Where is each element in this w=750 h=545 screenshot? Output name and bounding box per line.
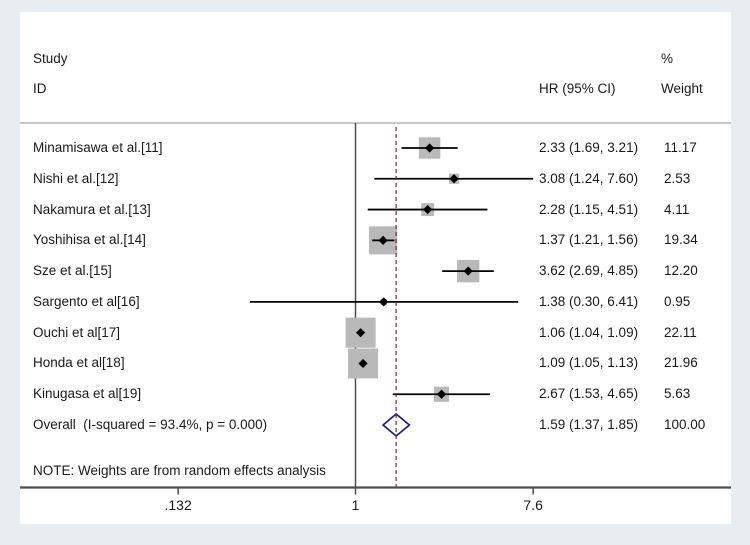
header-study: Study	[33, 51, 68, 66]
point-estimate-marker	[436, 389, 447, 399]
point-estimate-marker	[449, 174, 459, 184]
note-text: NOTE: Weights are from random effects an…	[33, 463, 326, 478]
overall-label: Overall (I-squared = 93.4%, p = 0.000)	[33, 417, 268, 432]
study-weight: 0.95	[664, 293, 691, 309]
point-estimate-marker	[463, 266, 473, 276]
study-hr-ci: 3.08 (1.24, 7.60)	[539, 170, 639, 186]
study-label: Honda et al[18]	[33, 355, 125, 371]
study-weight: 5.63	[664, 386, 691, 402]
study-label: Sargento et al[16]	[33, 293, 140, 309]
x-tick-label: 1	[351, 497, 360, 513]
study-weight: 22.11	[664, 324, 697, 340]
study-hr-ci: 1.06 (1.04, 1.09)	[539, 324, 639, 340]
study-weight: 11.17	[664, 140, 697, 155]
study-weight: 2.53	[664, 170, 691, 186]
study-label: Nakamura et al.[13]	[33, 201, 151, 217]
study-label: Sze et al.[15]	[33, 263, 112, 279]
x-tick-label: .132	[164, 497, 192, 513]
study-weight: 12.20	[664, 263, 698, 279]
header-effect: HR (95% CI)	[539, 81, 616, 96]
study-weight: 4.11	[664, 201, 690, 217]
study-label: Kinugasa et al[19]	[33, 386, 142, 402]
header-weight: Weight	[661, 81, 703, 96]
point-estimate-marker	[423, 204, 433, 215]
study-hr-ci: 1.09 (1.05, 1.13)	[539, 355, 639, 371]
point-estimate-marker	[378, 235, 388, 245]
study-weight: 19.34	[664, 232, 698, 248]
point-estimate-marker	[379, 297, 389, 307]
header-id: ID	[33, 81, 47, 96]
plot-panel	[20, 12, 731, 524]
overall-weight: 100.00	[664, 417, 706, 432]
point-estimate-marker	[358, 358, 368, 369]
study-hr-ci: 1.37 (1.21, 1.56)	[539, 232, 639, 248]
study-label: Nishi et al.[12]	[33, 170, 119, 186]
overall-hr-ci: 1.59 (1.37, 1.85)	[539, 417, 639, 432]
point-estimate-marker	[356, 328, 366, 338]
x-tick-label: 7.6	[523, 497, 543, 513]
study-hr-ci: 2.67 (1.53, 4.65)	[539, 386, 639, 402]
study-label: Yoshihisa et al.[14]	[33, 232, 146, 248]
study-label: Ouchi et al[17]	[33, 324, 121, 340]
study-hr-ci: 2.28 (1.15, 4.51)	[539, 201, 639, 217]
point-estimate-marker	[424, 143, 435, 153]
study-hr-ci: 3.62 (2.69, 4.85)	[539, 263, 639, 279]
header-percent: %	[661, 51, 674, 66]
study-weight: 21.96	[664, 355, 698, 371]
study-hr-ci: 1.38 (0.30, 6.41)	[539, 293, 639, 309]
study-label: Minamisawa et al.[11]	[33, 140, 163, 155]
study-hr-ci: 2.33 (1.69, 3.21)	[539, 140, 639, 155]
